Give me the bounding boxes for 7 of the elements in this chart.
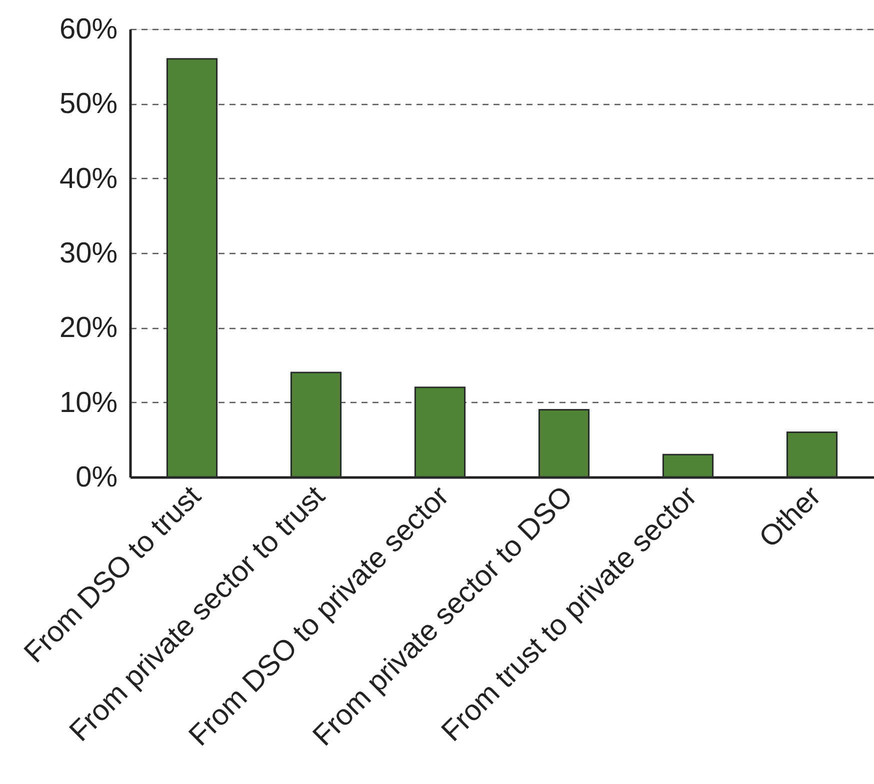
y-tick-label: 10% (59, 386, 118, 419)
y-tick-label: 40% (59, 162, 118, 195)
y-tick-label: 60% (59, 14, 118, 46)
y-tick-label: 0% (76, 462, 118, 494)
y-tick-label: 20% (59, 312, 118, 344)
y-tick-label: 50% (59, 88, 118, 120)
y-tick-label: 30% (59, 238, 118, 270)
